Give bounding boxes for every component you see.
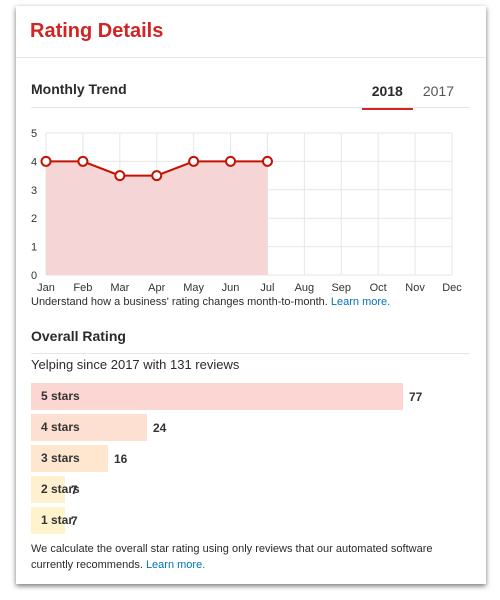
year-tabs: 2018 2017 [361, 83, 464, 110]
x-tick-label: May [183, 282, 204, 294]
trend-note-text: Understand how a business' rating change… [31, 296, 328, 308]
rating-details-panel: Rating Details Monthly Trend 2018 2017 0… [16, 6, 486, 584]
x-tick-label: Jun [222, 282, 240, 294]
rating-bar-label: 1 star [41, 513, 74, 527]
x-tick-label: Dec [442, 282, 462, 294]
y-tick-label: 5 [31, 128, 37, 140]
yelping-since-text: Yelping since 2017 with 131 reviews [31, 357, 240, 372]
x-tick-label: Nov [405, 282, 425, 294]
x-tick-label: Jan [37, 282, 55, 294]
overall-note: We calculate the overall star rating usi… [31, 541, 461, 573]
trend-note: Understand how a business' rating change… [31, 294, 461, 310]
rating-bar-count: 24 [153, 421, 167, 435]
y-tick-label: 2 [31, 213, 37, 225]
overall-divider [31, 353, 470, 354]
overall-learn-more-link[interactable]: Learn more. [145, 559, 206, 571]
trend-point [188, 155, 200, 167]
x-tick-label: Aug [295, 282, 315, 294]
title-divider [16, 57, 486, 58]
rating-bar-count: 77 [409, 390, 423, 404]
rating-bar-label: 5 stars [41, 389, 80, 403]
rating-bar [31, 445, 108, 472]
rating-bar [31, 476, 65, 503]
panel-title: Rating Details [30, 20, 164, 42]
y-tick-label: 4 [31, 156, 37, 168]
x-tick-label: Apr [148, 282, 165, 294]
y-tick-label: 0 [31, 270, 37, 282]
rating-bar-label: 4 stars [41, 420, 80, 434]
y-tick-label: 1 [31, 242, 37, 254]
rating-bar [31, 507, 65, 534]
rating-bar-count: 7 [71, 483, 78, 497]
x-tick-label: Mar [110, 282, 129, 294]
y-tick-label: 3 [31, 185, 37, 197]
x-tick-label: Feb [73, 282, 92, 294]
overall-note-text: We calculate the overall star rating usi… [31, 543, 433, 571]
rating-bar-label: 2 stars [41, 482, 80, 496]
x-tick-label: Jul [260, 282, 274, 294]
rating-bar-count: 7 [71, 514, 78, 528]
trend-divider [31, 107, 470, 108]
trend-point [151, 170, 163, 182]
x-tick-label: Sep [331, 282, 351, 294]
rating-bar [31, 414, 147, 441]
trend-point [225, 155, 237, 167]
overall-rating-title: Overall Rating [31, 328, 126, 344]
x-tick-label: Oct [370, 282, 387, 294]
trend-point [77, 155, 89, 167]
tab-2018[interactable]: 2018 [361, 83, 414, 110]
trend-point [261, 155, 273, 167]
monthly-trend-chart: 0 1 2 3 4 5 Jan Feb Mar Apr May Jun Jul Aug Sep Oct Nov D… [31, 128, 462, 294]
rating-bar-label: 3 stars [41, 451, 80, 465]
monthly-trend-title: Monthly Trend [31, 81, 127, 97]
trend-learn-more-link[interactable]: Learn more. [330, 296, 391, 308]
tab-2017[interactable]: 2017 [422, 83, 454, 99]
rating-bar-count: 16 [114, 452, 128, 466]
trend-area [46, 161, 268, 275]
rating-bar [31, 383, 403, 410]
trend-point [114, 170, 126, 182]
trend-point [40, 155, 52, 167]
